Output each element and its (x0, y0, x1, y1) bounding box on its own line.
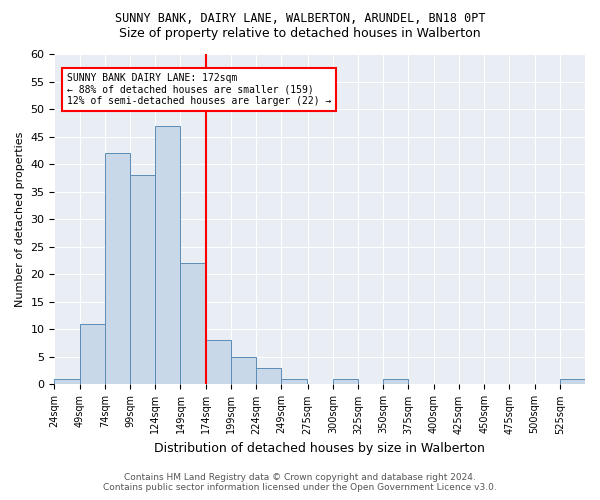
Y-axis label: Number of detached properties: Number of detached properties (15, 132, 25, 307)
Bar (206, 340, 231, 384)
Bar (383, 379, 409, 384)
Bar (560, 379, 585, 384)
Text: SUNNY BANK, DAIRY LANE, WALBERTON, ARUNDEL, BN18 0PT: SUNNY BANK, DAIRY LANE, WALBERTON, ARUND… (115, 12, 485, 26)
Bar (231, 357, 256, 384)
Bar (130, 175, 155, 384)
Bar (155, 126, 181, 384)
Bar (181, 264, 206, 384)
Bar (55, 379, 80, 384)
Bar (105, 153, 130, 384)
Bar (256, 368, 281, 384)
Bar (333, 379, 358, 384)
Bar (281, 379, 307, 384)
Bar (80, 324, 105, 384)
Text: Contains HM Land Registry data © Crown copyright and database right 2024.
Contai: Contains HM Land Registry data © Crown c… (103, 473, 497, 492)
X-axis label: Distribution of detached houses by size in Walberton: Distribution of detached houses by size … (154, 442, 485, 455)
Text: SUNNY BANK DAIRY LANE: 172sqm
← 88% of detached houses are smaller (159)
12% of : SUNNY BANK DAIRY LANE: 172sqm ← 88% of d… (67, 74, 331, 106)
Text: Size of property relative to detached houses in Walberton: Size of property relative to detached ho… (119, 28, 481, 40)
